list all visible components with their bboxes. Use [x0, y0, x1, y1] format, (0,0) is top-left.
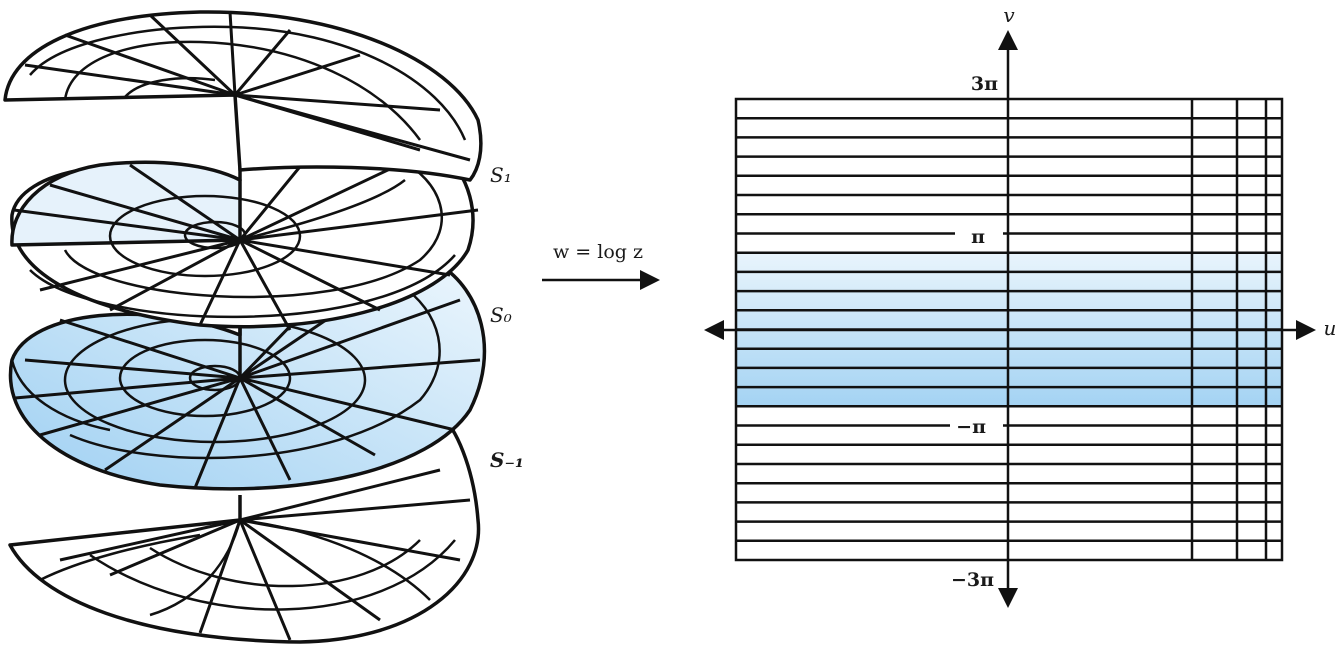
riemann-surface	[3, 10, 487, 644]
sheet-s1	[10, 124, 479, 331]
sheet-label-s-1: S₋₁	[490, 448, 524, 472]
tick-label-pi: π	[971, 226, 985, 248]
tick-label-neg-3pi: −3π	[951, 569, 994, 591]
tick-label-3pi: 3π	[971, 73, 998, 95]
u-axis-label: u	[1324, 316, 1337, 340]
w-plane: v u 3π π −π −3π	[704, 3, 1337, 608]
sheet-label-s1: S₁	[490, 163, 512, 187]
sheet-top	[3, 10, 483, 182]
tick-label-neg-pi: −π	[956, 416, 986, 438]
v-axis-label: v	[1003, 3, 1015, 27]
mapping-label: w = log z	[553, 241, 643, 263]
sheet-label-s0: S₀	[490, 303, 512, 327]
